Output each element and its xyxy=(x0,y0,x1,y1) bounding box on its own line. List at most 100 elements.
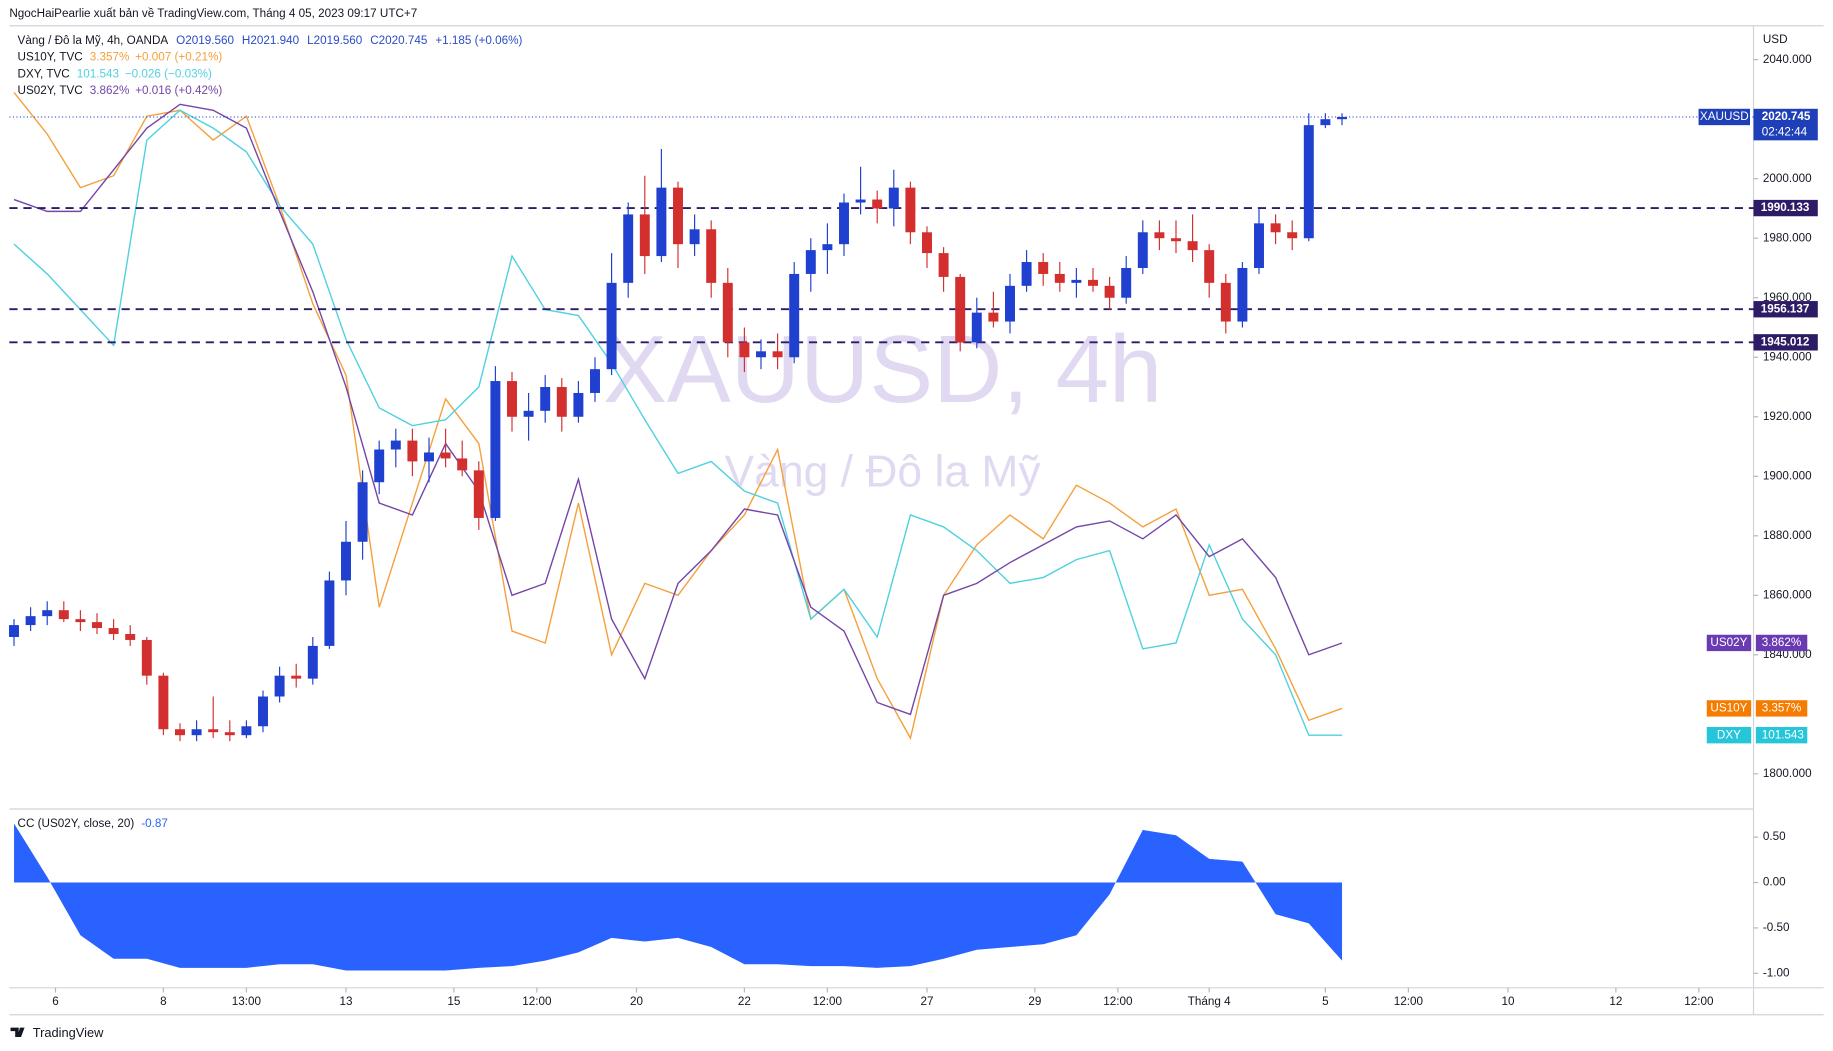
candle-body xyxy=(1054,273,1065,283)
x-tick-label: 5 xyxy=(1322,995,1329,1008)
candle-body xyxy=(1287,232,1298,239)
candle-body xyxy=(938,253,949,277)
overlay-line xyxy=(13,109,1343,736)
candle-body xyxy=(1254,223,1264,268)
overlay-legend: US10Y, TVC 3.357% +0.007 (+0.21%) xyxy=(18,50,223,63)
candle-body xyxy=(888,187,899,209)
overlay-badge xyxy=(1755,634,1808,652)
candle-body xyxy=(805,250,816,274)
candle-body xyxy=(1237,267,1248,322)
candle-body xyxy=(258,696,268,727)
last-price-badge xyxy=(1753,108,1818,141)
legend-value: C2020.745 xyxy=(370,34,428,47)
indicator-y-tick-label: -1.00 xyxy=(1763,966,1790,979)
candle-body xyxy=(822,244,833,251)
x-tick-label: 15 xyxy=(447,995,461,1008)
candle-body xyxy=(1171,238,1181,242)
candle-body xyxy=(656,187,667,257)
x-tick-label: 10 xyxy=(1501,995,1515,1008)
overlay-badge-symbol: DXY xyxy=(1717,728,1741,741)
symbol-label: XAUUSD xyxy=(1700,110,1749,123)
candle-body xyxy=(523,410,534,417)
candle-body xyxy=(473,470,484,518)
candle-body xyxy=(1154,232,1165,239)
candle-body xyxy=(1021,262,1032,286)
y-tick-label: 1840.000 xyxy=(1763,648,1812,661)
candle-body xyxy=(42,610,53,617)
candle-body xyxy=(341,541,351,581)
candle-body xyxy=(706,229,717,283)
candle-body xyxy=(507,381,517,417)
candle-body xyxy=(573,392,584,417)
candle-body xyxy=(407,440,418,462)
candle-body xyxy=(556,387,567,417)
candle-body xyxy=(58,610,69,620)
candle-body xyxy=(191,729,202,736)
overlay-badge xyxy=(1755,727,1808,744)
x-tick-label: 8 xyxy=(160,995,167,1008)
candle-body xyxy=(739,342,750,358)
logo-icon xyxy=(10,1027,25,1037)
x-tick-label: 12:00 xyxy=(1103,995,1133,1008)
candle-body xyxy=(158,675,169,730)
candle-body xyxy=(1071,279,1082,283)
candle-body xyxy=(1104,285,1115,298)
level-label: 1945.012 xyxy=(1761,335,1810,348)
candle-body xyxy=(357,482,368,542)
watermark: XAUUSD, 4h xyxy=(603,316,1162,423)
candle-body xyxy=(1121,267,1132,298)
overlay-name: US10Y, TVC xyxy=(18,50,83,63)
candle-body xyxy=(789,273,800,358)
watermark-subtitle: Vàng / Đô la Mỹ xyxy=(725,447,1042,496)
y-tick-label: 1900.000 xyxy=(1763,469,1812,482)
frame xyxy=(9,25,1824,1016)
overlay-badge-symbol: US02Y xyxy=(1710,636,1747,649)
overlay-badge-name xyxy=(1706,700,1752,717)
overlay-badge-name xyxy=(1706,634,1752,652)
x-tick-label: 6 xyxy=(52,995,59,1008)
x-tick-label: 12:00 xyxy=(813,995,843,1008)
y-tick-label: 1920.000 xyxy=(1763,410,1812,423)
y-tick-label: 1800.000 xyxy=(1763,767,1812,780)
indicator-title: CC (US02Y, close, 20) xyxy=(18,817,135,830)
candle-body xyxy=(390,440,401,450)
candle-body xyxy=(1137,232,1148,268)
candle-body xyxy=(307,645,318,679)
x-tick-label: 13 xyxy=(339,995,352,1008)
overlay-name: US02Y, TVC xyxy=(18,84,83,97)
symbol-badge xyxy=(1698,108,1751,126)
candle-body xyxy=(440,452,451,459)
candle-body xyxy=(955,276,966,343)
x-tick-label: 12:00 xyxy=(522,995,552,1008)
y-tick-label: 1980.000 xyxy=(1763,231,1812,244)
x-tick-label: 12 xyxy=(1609,995,1622,1008)
candle-body xyxy=(274,675,285,697)
overlay-badge-value: 101.543 xyxy=(1762,728,1804,741)
overlay-badge xyxy=(1755,700,1808,717)
candle-body xyxy=(9,625,19,637)
overlay-legend: DXY, TVC 101.543 −0.026 (−0.03%) xyxy=(18,67,212,80)
candle-body xyxy=(922,232,932,254)
candle-body xyxy=(772,351,783,358)
legend-title: Vàng / Đô la Mỹ, 4h, OANDA xyxy=(18,34,169,47)
y-tick-label: 1860.000 xyxy=(1763,588,1812,601)
main-legend: Vàng / Đô la Mỹ, 4h, OANDA O2019.560 H20… xyxy=(18,34,523,47)
legend-value: L2019.560 xyxy=(307,34,363,47)
candle-body xyxy=(689,229,700,245)
level-badge xyxy=(1753,334,1818,351)
x-tick-label: 20 xyxy=(630,995,644,1008)
overlay-badge-symbol: US10Y xyxy=(1710,701,1747,714)
candle-body xyxy=(125,634,136,640)
indicator-y-tick-label: 0.50 xyxy=(1763,830,1786,843)
candle-body xyxy=(639,214,650,257)
y-tick-label: 2040.000 xyxy=(1763,53,1812,66)
candle-body xyxy=(1320,119,1331,126)
candle-body xyxy=(673,187,683,245)
overlay-badge-value: 3.862% xyxy=(1762,636,1802,649)
candle-body xyxy=(971,312,982,343)
axis-unit: USD xyxy=(1763,33,1788,46)
overlay-change: +0.007 (+0.21%) xyxy=(135,50,222,63)
candle-body xyxy=(424,452,434,462)
candle-body xyxy=(224,732,235,736)
